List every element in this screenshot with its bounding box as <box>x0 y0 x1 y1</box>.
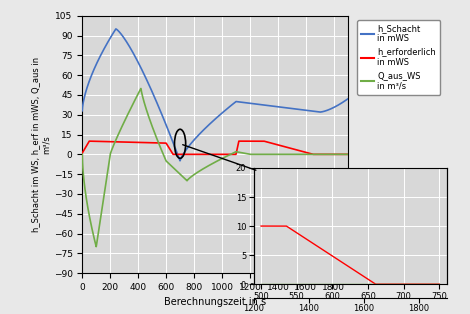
X-axis label: Berechnungszeit in s: Berechnungszeit in s <box>164 297 266 307</box>
Legend: h_Schacht
in mWS, h_erforderlich
in mWS, Q_aus_WS
in m³/s: h_Schacht in mWS, h_erforderlich in mWS,… <box>357 20 440 95</box>
Y-axis label: h_Schacht im WS, h_erf in mWS, Q_aus in
m³/s: h_Schacht im WS, h_erf in mWS, Q_aus in … <box>31 57 51 232</box>
